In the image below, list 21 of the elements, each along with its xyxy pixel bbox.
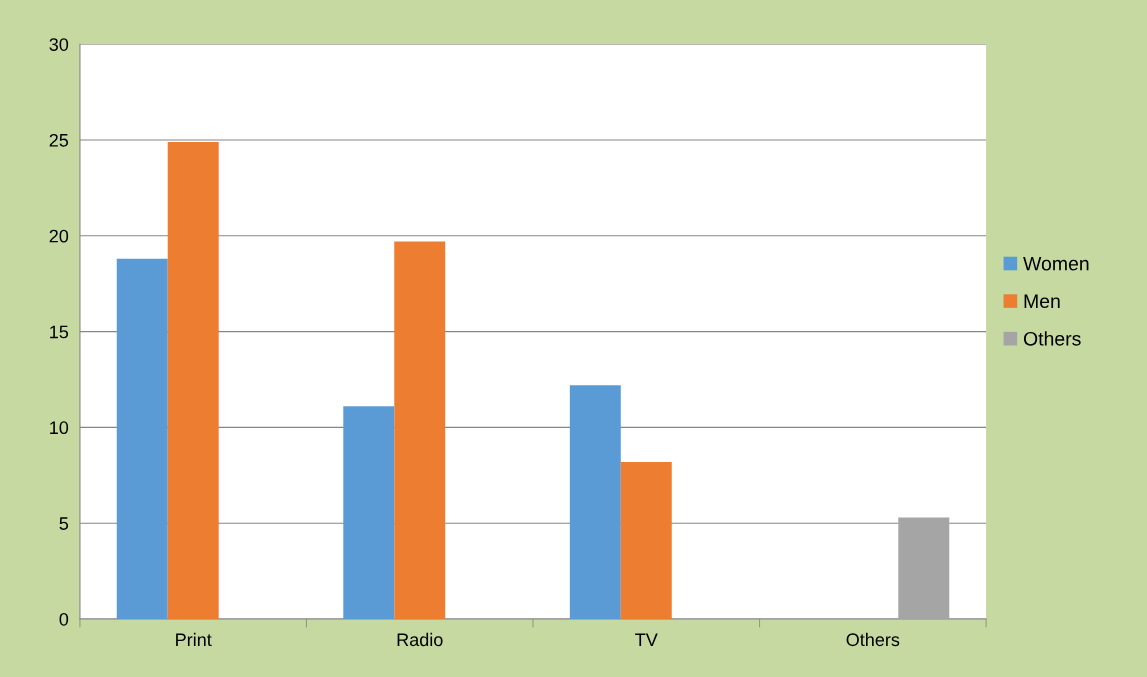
y-tick-label: 0 (59, 612, 69, 626)
bar (343, 406, 395, 619)
y-tick-label: 10 (50, 421, 69, 435)
x-tick-label: Print (176, 632, 212, 647)
bar (569, 385, 621, 619)
x-tick-label: Radio (397, 632, 443, 647)
bar (116, 258, 168, 619)
bar (898, 517, 950, 619)
y-tick-label: 5 (59, 517, 69, 530)
y-tick-label: 30 (49, 38, 69, 51)
bar (394, 241, 446, 619)
y-tick-label: 25 (49, 133, 69, 147)
y-tick-label: 15 (50, 325, 69, 339)
legend-label: Women (1023, 256, 1089, 271)
bar (620, 461, 672, 619)
legend-label: Others (1023, 331, 1081, 346)
bar (167, 141, 219, 619)
x-tick-label: Others (846, 632, 900, 647)
x-tick-label: TV (635, 633, 658, 646)
y-tick-label: 20 (49, 229, 69, 243)
legend-label: Men (1024, 294, 1060, 309)
